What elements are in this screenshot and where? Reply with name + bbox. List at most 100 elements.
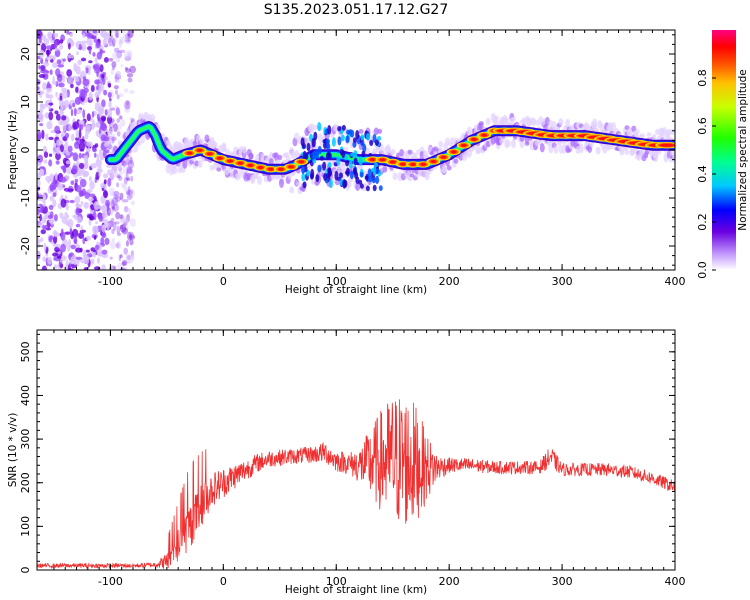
noise-speck bbox=[56, 59, 62, 65]
halo-speck bbox=[670, 128, 675, 136]
noise-speck bbox=[72, 214, 77, 218]
noise-speck bbox=[43, 243, 47, 252]
noise-speck bbox=[46, 49, 50, 57]
noise-speck bbox=[109, 172, 115, 181]
noise-speck bbox=[112, 66, 115, 71]
noise-speck bbox=[45, 133, 49, 141]
x-tick-label: 300 bbox=[552, 275, 573, 288]
noise-speck bbox=[123, 30, 126, 38]
noise-speck bbox=[38, 74, 46, 78]
noise-speck bbox=[111, 205, 116, 211]
ridge-peaks bbox=[182, 127, 675, 173]
noise-speck bbox=[76, 51, 79, 56]
halo-speck bbox=[467, 131, 472, 136]
colorbar-tick-label: 0.8 bbox=[696, 69, 709, 87]
y-tick-label: -10 bbox=[19, 189, 32, 207]
turbulence-blob bbox=[302, 181, 307, 189]
noise-speck bbox=[120, 182, 128, 187]
noise-speck bbox=[66, 166, 73, 175]
noise-speck bbox=[96, 153, 100, 163]
turbulence-blob bbox=[337, 136, 342, 146]
halo-speck bbox=[212, 141, 218, 148]
noise-speck bbox=[76, 216, 82, 224]
noise-speck bbox=[51, 185, 56, 190]
noise-speck bbox=[125, 35, 132, 45]
turbulence-blob bbox=[323, 141, 327, 149]
noise-speck bbox=[80, 57, 87, 62]
turbulence-blob bbox=[378, 185, 383, 192]
noise-speck bbox=[67, 188, 74, 192]
noise-speck bbox=[100, 237, 105, 245]
noise-speck bbox=[48, 102, 54, 106]
halo-speck bbox=[279, 178, 284, 188]
snr-marks bbox=[37, 399, 675, 570]
turbulence-blob bbox=[375, 175, 380, 185]
noise-speck bbox=[86, 235, 91, 241]
noise-speck bbox=[67, 264, 71, 270]
noise-speck bbox=[127, 159, 135, 169]
noise-speck bbox=[94, 91, 100, 98]
colorbar-ticks: 0.0 0.2 0.4 0.6 0.8 bbox=[696, 69, 716, 279]
noise-speck bbox=[116, 131, 121, 137]
noise-speck bbox=[79, 229, 87, 233]
x-tick-label: 100 bbox=[326, 575, 347, 588]
halo-speck bbox=[624, 125, 630, 130]
turbulence-blob bbox=[317, 145, 322, 155]
turbulence-blob bbox=[317, 164, 322, 173]
noise-speck bbox=[48, 204, 54, 211]
noise-speck bbox=[120, 119, 126, 127]
noise-speck bbox=[120, 217, 124, 225]
noise-speck bbox=[77, 204, 83, 208]
noise-speck bbox=[59, 43, 64, 50]
turbulence-blob bbox=[371, 176, 376, 184]
noise-speck bbox=[127, 50, 133, 59]
noise-speck bbox=[109, 141, 113, 147]
noise-speck bbox=[111, 190, 119, 196]
halo-speck bbox=[504, 117, 510, 123]
noise-speck bbox=[89, 180, 95, 190]
noise-speck bbox=[107, 115, 112, 125]
noise-speck bbox=[120, 224, 124, 230]
halo-speck bbox=[253, 174, 259, 180]
noise-speck bbox=[53, 214, 58, 222]
noise-speck bbox=[93, 235, 97, 240]
noise-speck bbox=[53, 257, 56, 261]
halo-speck bbox=[277, 154, 283, 161]
noise-speck bbox=[118, 213, 125, 222]
noise-speck bbox=[92, 52, 96, 57]
snr-series-line bbox=[37, 399, 675, 570]
noise-speck bbox=[37, 179, 41, 188]
noise-speck bbox=[75, 137, 80, 141]
noise-speck bbox=[45, 101, 49, 107]
turbulence-blob bbox=[334, 170, 339, 181]
noise-speck bbox=[60, 243, 66, 253]
noise-speck bbox=[126, 168, 133, 175]
ridge-peak bbox=[267, 167, 274, 171]
x-tick-label: 0 bbox=[220, 275, 227, 288]
noise-speck bbox=[78, 232, 85, 239]
y-tick-label: 20 bbox=[19, 47, 32, 61]
noise-speck bbox=[92, 30, 98, 34]
noise-speck bbox=[114, 79, 121, 84]
spectrogram-xlabel: Height of straight line (km) bbox=[285, 284, 427, 296]
halo-speck bbox=[241, 145, 247, 154]
y-tick-label: 400 bbox=[19, 385, 32, 406]
noise-speck bbox=[104, 76, 108, 81]
noise-speck bbox=[118, 176, 123, 181]
noise-speck bbox=[75, 223, 81, 228]
halo-speck bbox=[312, 124, 318, 130]
turbulence-blob bbox=[365, 132, 370, 141]
noise-speck bbox=[93, 200, 100, 211]
noise-speck bbox=[100, 122, 105, 130]
noise-speck bbox=[101, 224, 107, 233]
noise-speck bbox=[88, 48, 92, 55]
noise-speck bbox=[80, 225, 83, 231]
ridge-peak bbox=[481, 133, 488, 137]
noise-speck bbox=[116, 240, 122, 250]
halo-speck bbox=[441, 165, 447, 174]
noise-speck bbox=[126, 73, 134, 78]
noise-speck bbox=[115, 58, 121, 63]
noise-speck bbox=[64, 132, 70, 139]
noise-speck bbox=[62, 58, 66, 62]
